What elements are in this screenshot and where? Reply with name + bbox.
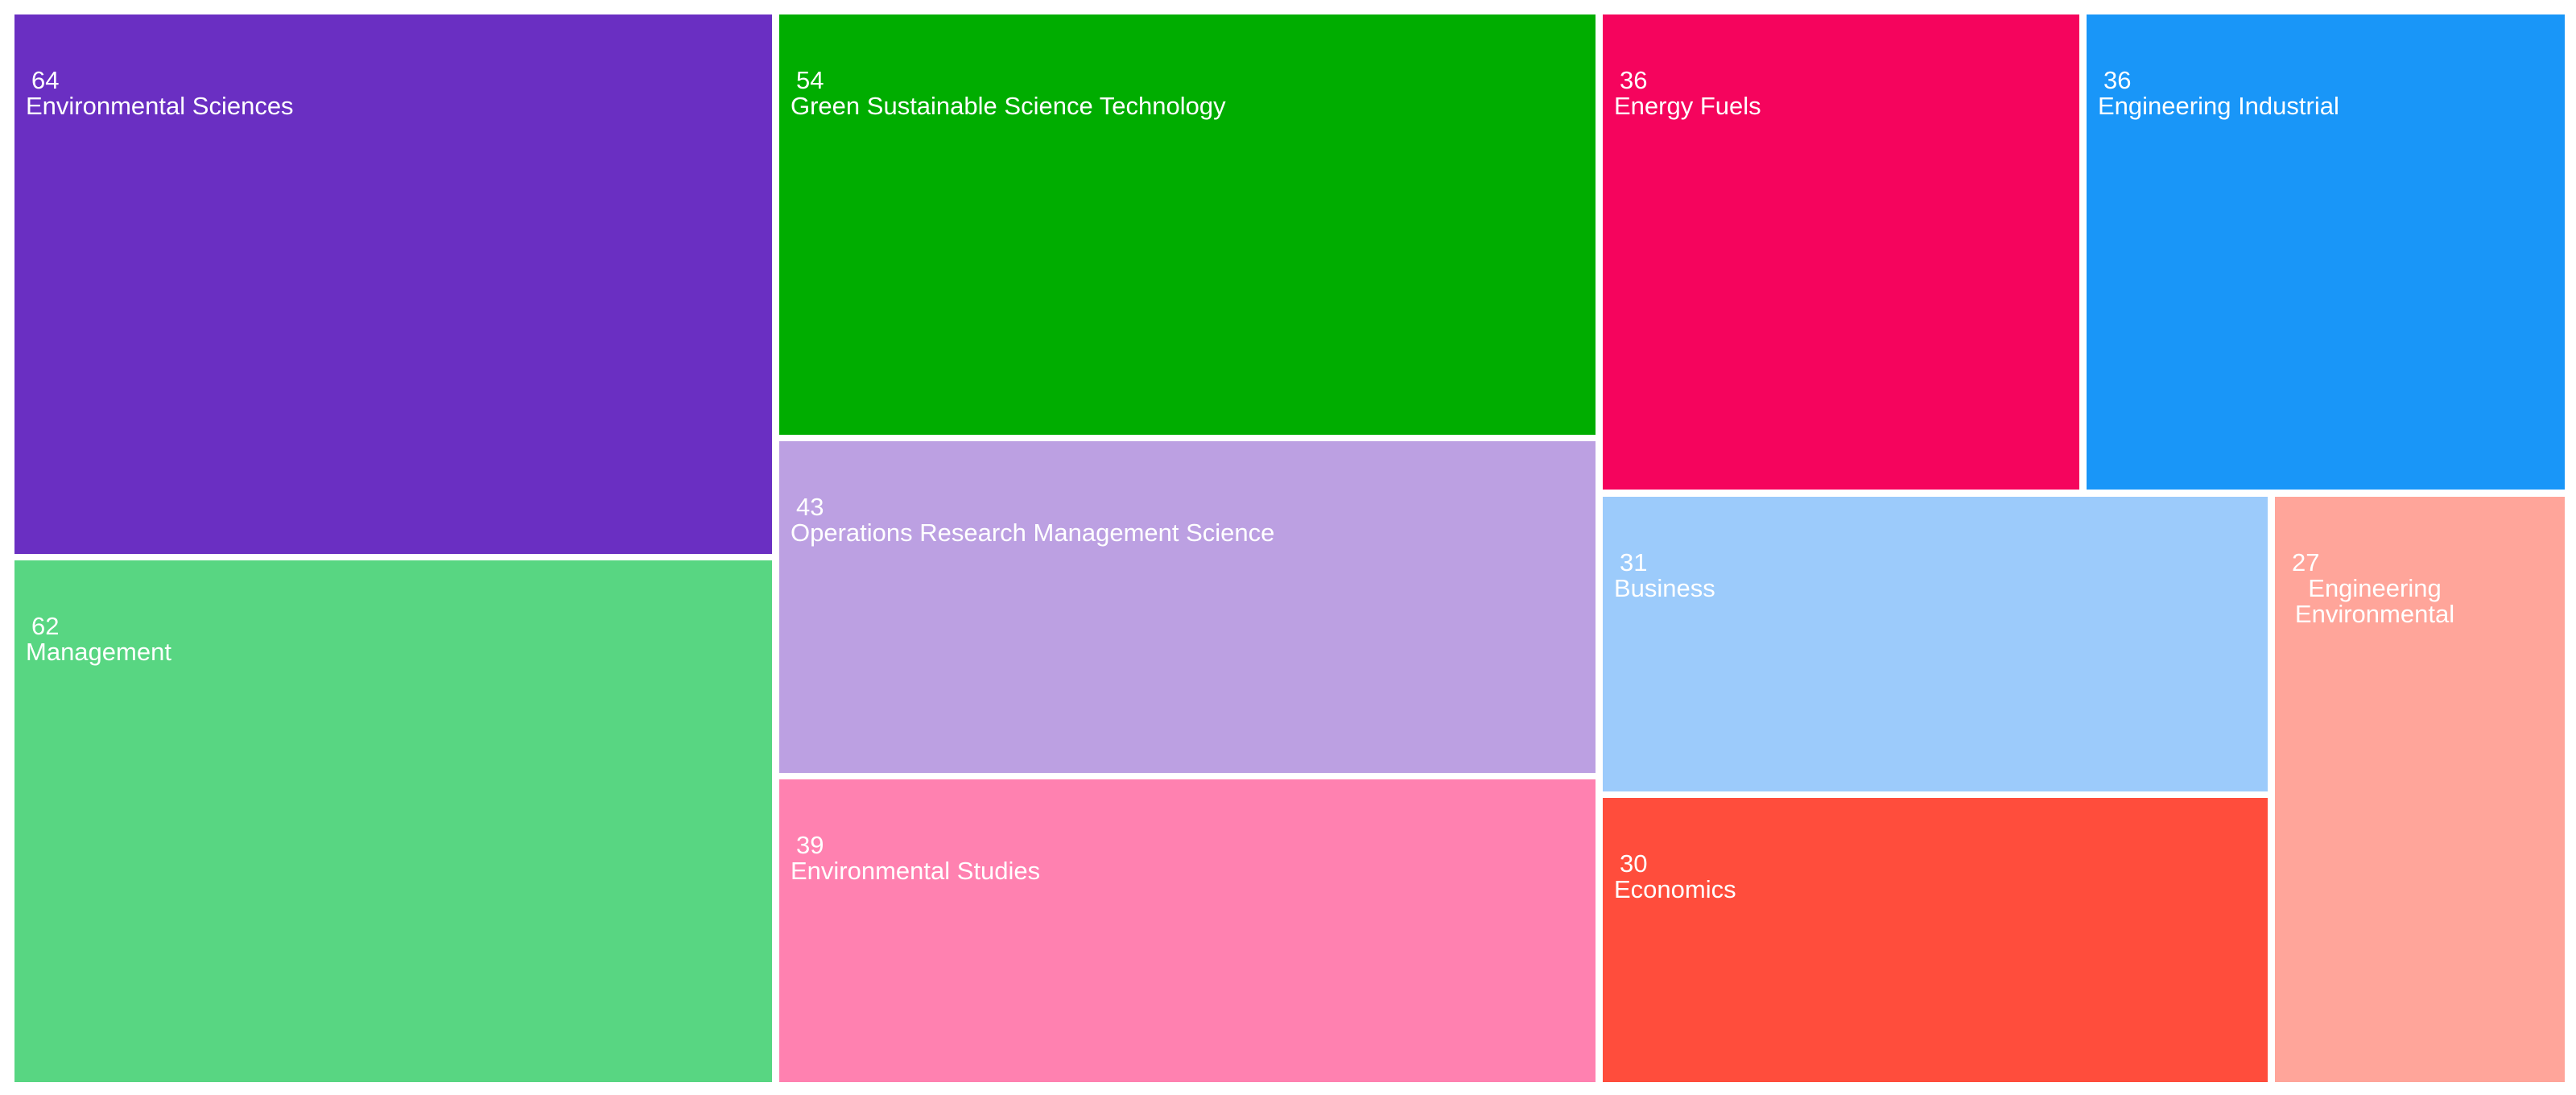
tile-value: 30 [1620,849,1648,878]
tile-text: 64 Environmental Sciences [26,68,294,119]
treemap-tile-environmental-sciences: 64 Environmental Sciences [14,14,772,554]
tile-label: Operations Research Management Science [791,519,1275,547]
tile-label: Business [1614,574,1715,602]
tile-value: 27 [2292,548,2320,576]
tile-text: 36 Energy Fuels [1614,68,1761,119]
treemap-tile-economics: 30 Economics [1603,798,2268,1082]
tile-label: Management [26,638,171,666]
tile-value: 64 [31,66,60,94]
tile-label: Environmental Studies [791,857,1041,885]
treemap-tile-environmental-studies: 39 Environmental Studies [779,779,1596,1082]
tile-label: Economics [1614,875,1736,903]
tile-value: 36 [1620,66,1648,94]
tile-value: 62 [31,612,60,640]
tile-text: 39 Environmental Studies [791,833,1040,884]
tile-label: Energy Fuels [1614,92,1761,120]
treemap-tile-green-sustainable-science-technology: 54 Green Sustainable Science Technology [779,14,1596,435]
tile-value: 39 [796,831,824,859]
tile-value: 36 [2103,66,2132,94]
tile-text: 36 Engineering Industrial [2098,68,2339,119]
tile-value: 43 [796,493,824,521]
tile-value: 54 [796,66,824,94]
tile-label: Environmental Sciences [26,92,294,120]
tile-label: Engineering Environmental [2294,574,2455,628]
tile-text: 62 Management [26,614,171,665]
tile-text: 27 Engineering Environmental [2286,550,2463,627]
treemap-tile-energy-fuels: 36 Energy Fuels [1603,14,2079,490]
treemap-tile-business: 31 Business [1603,497,2268,791]
tile-text: 54 Green Sustainable Science Technology [791,68,1226,119]
treemap-tile-engineering-industrial: 36 Engineering Industrial [2087,14,2565,490]
treemap-tile-engineering-environmental: 27 Engineering Environmental [2275,497,2565,1082]
tile-text: 31 Business [1614,550,1715,601]
treemap-tile-management: 62 Management [14,560,772,1082]
tile-label: Engineering Industrial [2098,92,2339,120]
tile-text: 30 Economics [1614,851,1736,903]
tile-text: 43 Operations Research Management Science [791,494,1274,546]
treemap-tile-operations-research-management-science: 43 Operations Research Management Science [779,441,1596,773]
tile-label: Green Sustainable Science Technology [791,92,1226,120]
tile-value: 31 [1620,548,1648,576]
